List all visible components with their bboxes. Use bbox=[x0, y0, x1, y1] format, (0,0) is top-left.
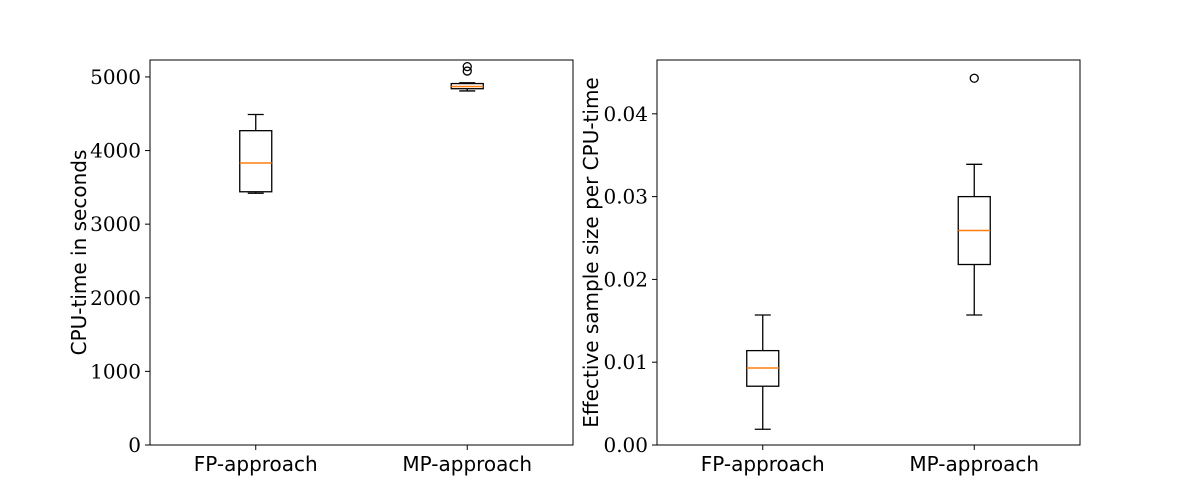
ess-per-cpu-boxplot: Effective sample size per CPU-time 0.000… bbox=[579, 59, 1081, 476]
x-tick-label: FP-approach bbox=[194, 452, 318, 476]
x-tick-label: MP-approach bbox=[909, 452, 1039, 476]
y-tick-label: 0.04 bbox=[603, 102, 648, 126]
box-marks: 0 1000 2000 3000 4000 5000 FP-approach MP-appro… bbox=[90, 61, 532, 476]
y-tick-label: 0.00 bbox=[603, 433, 648, 457]
cpu-time-boxplot: CPU-time in seconds 0 1000 2000 3000 4000 500… bbox=[67, 59, 574, 476]
y-axis-label: Effective sample size per CPU-time bbox=[579, 77, 603, 427]
plot-frame bbox=[656, 59, 1081, 446]
y-tick-label: 1000 bbox=[90, 359, 141, 383]
x-tick-label: FP-approach bbox=[701, 452, 825, 476]
y-tick-label: 3000 bbox=[90, 212, 141, 236]
y-axis-label: CPU-time in seconds bbox=[67, 150, 91, 356]
outlier-point bbox=[969, 73, 979, 83]
y-tick-label: 2000 bbox=[90, 286, 141, 310]
plot-frame bbox=[149, 59, 574, 446]
outlier-point bbox=[462, 61, 472, 72]
x-tick-label: MP-approach bbox=[402, 452, 532, 476]
outlier-point bbox=[462, 66, 472, 76]
y-tick-label: 0.01 bbox=[603, 350, 648, 374]
box-marks: 0.00 0.01 0.02 0.03 0.04 FP-approach MP-approa… bbox=[603, 73, 1039, 476]
y-tick-label: 4000 bbox=[90, 139, 141, 163]
y-tick-label: 0.03 bbox=[603, 185, 648, 209]
y-tick-label: 0 bbox=[128, 433, 141, 457]
y-tick-label: 0.02 bbox=[603, 267, 648, 291]
box-iqr bbox=[239, 130, 273, 193]
y-tick-label: 5000 bbox=[90, 65, 141, 89]
